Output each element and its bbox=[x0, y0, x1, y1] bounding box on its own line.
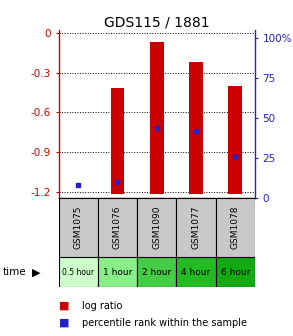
Text: percentile rank within the sample: percentile rank within the sample bbox=[82, 318, 247, 328]
Bar bbox=[176, 257, 216, 287]
Text: GSM1076: GSM1076 bbox=[113, 206, 122, 249]
Text: 6 hour: 6 hour bbox=[221, 268, 250, 277]
Bar bbox=[176, 198, 216, 257]
Bar bbox=[137, 198, 176, 257]
Text: log ratio: log ratio bbox=[82, 301, 122, 311]
Text: 2 hour: 2 hour bbox=[142, 268, 171, 277]
Text: GSM1075: GSM1075 bbox=[74, 206, 83, 249]
Text: ▶: ▶ bbox=[32, 267, 41, 277]
Bar bbox=[98, 198, 137, 257]
Text: ■: ■ bbox=[59, 301, 69, 311]
Text: 4 hour: 4 hour bbox=[181, 268, 211, 277]
Bar bbox=[216, 198, 255, 257]
Bar bbox=[216, 257, 255, 287]
Text: 1 hour: 1 hour bbox=[103, 268, 132, 277]
Text: GSM1090: GSM1090 bbox=[152, 206, 161, 249]
Text: 0.5 hour: 0.5 hour bbox=[62, 268, 94, 277]
Bar bbox=[59, 198, 98, 257]
Bar bbox=[229, 86, 242, 194]
Bar bbox=[98, 257, 137, 287]
Bar bbox=[59, 257, 98, 287]
Bar bbox=[150, 42, 163, 194]
Title: GDS115 / 1881: GDS115 / 1881 bbox=[104, 15, 209, 29]
Bar bbox=[137, 257, 176, 287]
Text: time: time bbox=[3, 267, 27, 277]
Text: GSM1078: GSM1078 bbox=[231, 206, 240, 249]
Bar bbox=[111, 88, 124, 194]
Text: ■: ■ bbox=[59, 318, 69, 328]
Bar bbox=[189, 62, 203, 194]
Text: GSM1077: GSM1077 bbox=[192, 206, 200, 249]
